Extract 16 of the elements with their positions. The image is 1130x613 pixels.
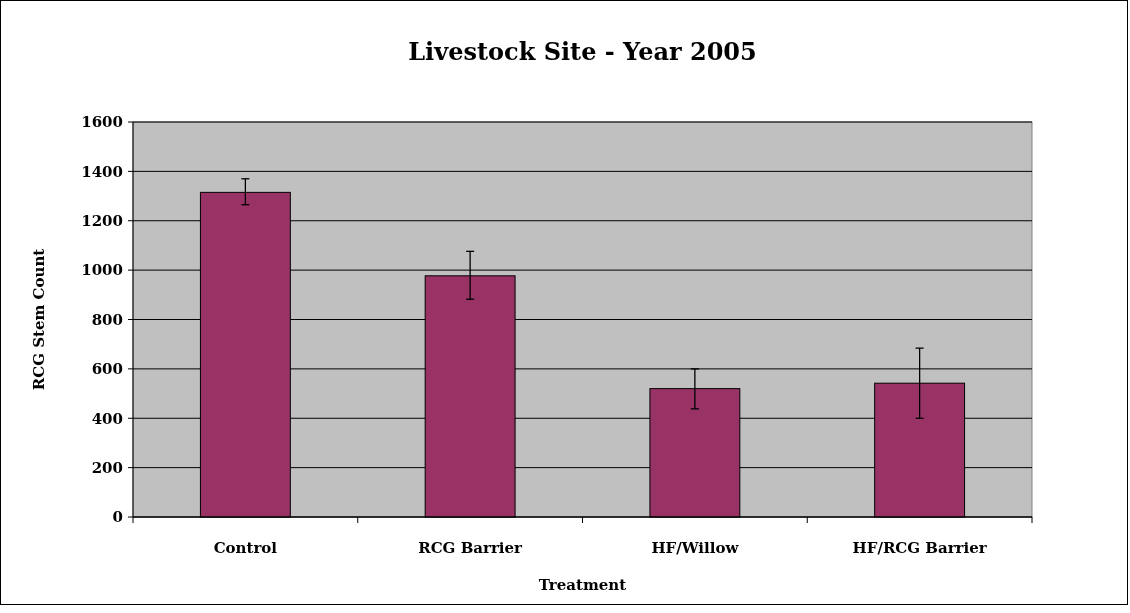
x-tick-label: Control (213, 539, 278, 557)
y-tick-label: 1200 (81, 212, 123, 230)
y-tick-label: 1600 (81, 113, 123, 132)
x-tick-label: HF/RCG Barrier (852, 539, 988, 557)
y-tick-label: 0 (112, 508, 123, 527)
x-tick-label: RCG Barrier (418, 539, 524, 557)
chart-title: Livestock Site - Year 2005 (408, 37, 757, 66)
y-tick-label: 1000 (81, 261, 123, 280)
y-tick-label: 400 (91, 409, 123, 428)
y-tick-label: 800 (91, 310, 123, 329)
y-tick-label: 200 (91, 458, 123, 477)
y-axis-title: RCG Stem Count (30, 248, 48, 391)
y-tick-label: 600 (91, 360, 123, 379)
x-axis-title: Treatment (538, 576, 627, 594)
y-tick-label: 1400 (81, 162, 123, 181)
x-tick-label: HF/Willow (651, 539, 740, 557)
